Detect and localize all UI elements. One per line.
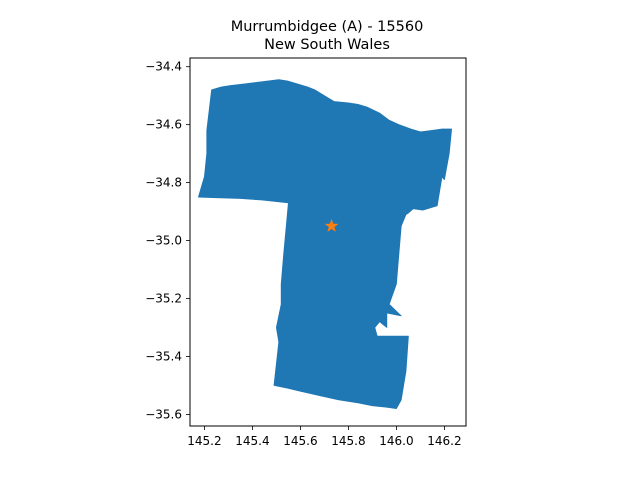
x-tick-label: 146.2 xyxy=(427,434,461,448)
map-title: Murrumbidgee (A) - 15560 xyxy=(231,19,424,35)
x-tick-label: 145.4 xyxy=(235,434,269,448)
y-tick-label: −35.6 xyxy=(145,407,182,421)
y-tick-label: −34.4 xyxy=(145,60,182,74)
y-tick-label: −35.4 xyxy=(145,349,182,363)
x-axis: 145.2 145.4 145.6 145.8 146.0 146.2 xyxy=(187,426,462,448)
star-marker-icon xyxy=(324,218,339,232)
x-tick-label: 145.2 xyxy=(187,434,221,448)
y-axis: −34.4 −34.6 −34.8 −35.0 −35.2 −35.4 −35.6 xyxy=(145,60,190,421)
x-tick-label: 145.8 xyxy=(331,434,365,448)
x-tick-label: 146.0 xyxy=(379,434,413,448)
region-layer xyxy=(198,79,452,409)
y-tick-label: −34.8 xyxy=(145,176,182,190)
axes-frame xyxy=(189,57,467,427)
y-tick-label: −35.2 xyxy=(145,292,182,306)
y-tick-label: −34.6 xyxy=(145,118,182,132)
x-tick-label: 145.6 xyxy=(283,434,317,448)
region-polygon xyxy=(198,79,452,409)
map-subtitle: New South Wales xyxy=(264,37,390,53)
y-tick-label: −35.0 xyxy=(145,234,182,248)
marker-layer xyxy=(324,218,339,232)
